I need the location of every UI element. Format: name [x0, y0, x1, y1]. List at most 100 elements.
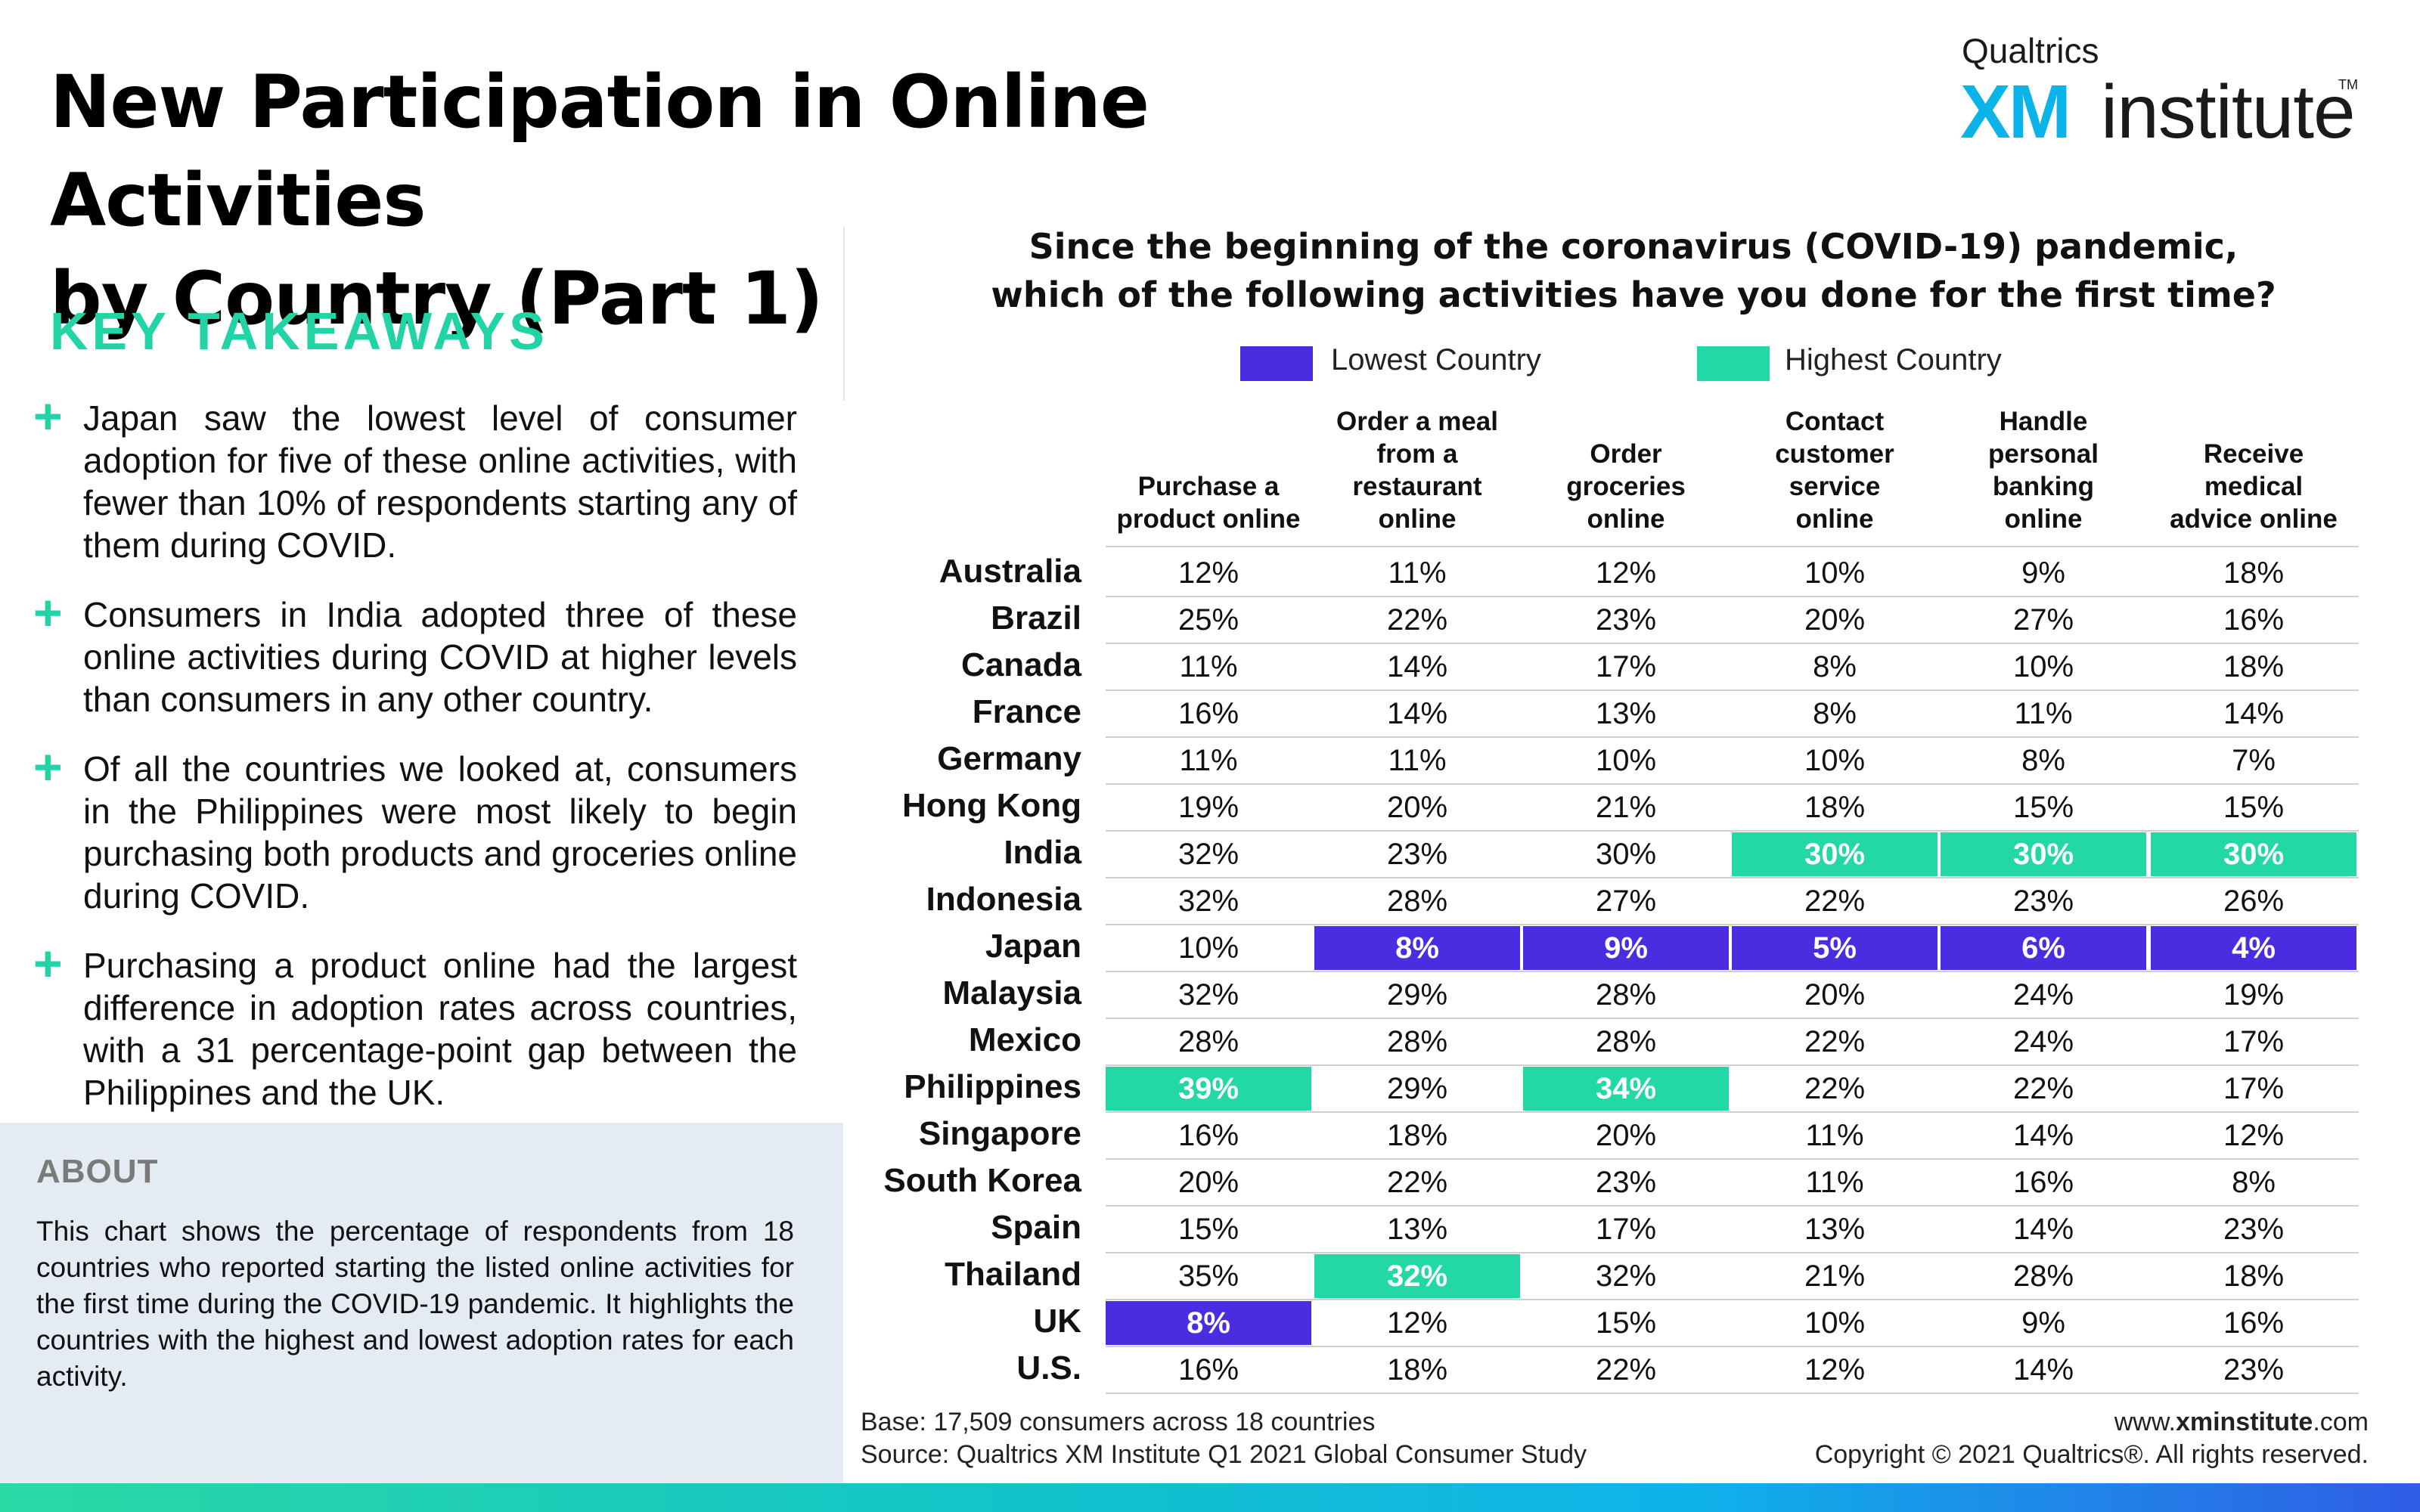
takeaway-item: + Purchasing a product online had the la…: [33, 937, 797, 1114]
takeaway-text: Consumers in India adopted three of thes…: [83, 595, 797, 719]
plus-icon: +: [33, 935, 63, 991]
logo-trademark: TM: [2338, 77, 2358, 92]
table-cell-highest: 30%: [1732, 832, 1938, 876]
bottom-gradient-bar: [0, 1483, 2420, 1512]
column-header: Purchase a product online: [1104, 407, 1313, 535]
table-cell: 16%: [1177, 697, 1239, 730]
table-cell: 19%: [2223, 978, 2285, 1012]
table-cell: 11%: [1388, 744, 1447, 777]
table-cell: 20%: [1386, 791, 1448, 824]
table-cell-lowest: 4%: [2151, 926, 2356, 970]
column-header-line: groceries: [1566, 472, 1686, 501]
table-cell: 18%: [2223, 1259, 2285, 1293]
table-cell: 18%: [2223, 556, 2285, 590]
row-country-label: Australia: [939, 553, 1081, 590]
table-cell: 16%: [2223, 1306, 2285, 1340]
table-cell: 9%: [2021, 1306, 2065, 1340]
table-cell: 19%: [1177, 791, 1239, 824]
about-heading: ABOUT: [36, 1153, 159, 1190]
table-cell-lowest: 9%: [1523, 926, 1729, 970]
xm-institute-logo: Qualtrics XM institute TM: [1934, 30, 2358, 150]
column-header-line: product online: [1116, 504, 1301, 534]
table-cell: 23%: [1595, 1166, 1657, 1199]
table-cell: 20%: [1177, 1166, 1239, 1199]
table-cell-highest: 30%: [2151, 832, 2356, 876]
table-cell: 32%: [1177, 838, 1239, 871]
column-header-line: online: [1587, 504, 1665, 534]
footer-copyright: Copyright © 2021 Qualtrics®. All rights …: [1814, 1440, 2369, 1469]
table-cell: 30%: [1595, 838, 1657, 871]
column-header: Contact customer service online: [1730, 407, 1939, 535]
about-body: This chart shows the percentage of respo…: [36, 1216, 794, 1392]
table-cell: 10%: [1177, 931, 1239, 965]
table-cell: 29%: [1386, 1072, 1448, 1105]
column-header-line: online: [1795, 504, 1874, 534]
table-cell: 28%: [1386, 1025, 1448, 1058]
page-title-line1: New Participation in Online Activities: [50, 60, 1150, 243]
table-cell: 14%: [1386, 650, 1448, 683]
row-country-label: Brazil: [991, 600, 1081, 637]
row-divider: [1106, 596, 2359, 597]
footer-url-prefix: www.: [2114, 1408, 2176, 1436]
legend-label-lowest: Lowest Country: [1331, 343, 1541, 376]
about-panel: ABOUT This chart shows the percentage of…: [0, 1123, 843, 1483]
table-cell: 15%: [1177, 1213, 1239, 1246]
row-divider: [1106, 643, 2359, 644]
table-cell-lowest: 5%: [1732, 926, 1938, 970]
row-divider: [1106, 830, 2359, 832]
column-header-line: from a: [1376, 439, 1458, 469]
table-cell: 24%: [2012, 1025, 2074, 1058]
table-cell: 13%: [1595, 697, 1657, 730]
table-cell: 18%: [1804, 791, 1866, 824]
column-header-line: personal: [1988, 439, 2099, 469]
table-cell: 23%: [1595, 603, 1657, 637]
column-header-line: Contact: [1785, 407, 1885, 436]
table-cell: 32%: [1595, 1259, 1657, 1293]
table-cell: 22%: [1804, 885, 1866, 918]
column-header-line: advice online: [2170, 504, 2338, 534]
row-divider: [1106, 1299, 2359, 1300]
column-header-line: online: [2004, 504, 2083, 534]
table-cell-lowest: 6%: [1941, 926, 2146, 970]
takeaway-item: + Japan saw the lowest level of consumer…: [33, 389, 797, 566]
column-header: Handle personal banking online: [1939, 407, 2148, 535]
row-divider: [1106, 1205, 2359, 1207]
table-cell: 14%: [2012, 1213, 2074, 1246]
table-cell: 7%: [2232, 744, 2276, 777]
row-country-label: Philippines: [904, 1068, 1081, 1105]
row-divider: [1106, 924, 2359, 925]
table-cell: 12%: [1386, 1306, 1448, 1340]
table-cell: 22%: [1804, 1072, 1866, 1105]
row-country-label: Indonesia: [926, 881, 1081, 918]
plus-icon: +: [33, 388, 63, 444]
table-cell: 27%: [2012, 603, 2074, 637]
table-cell: 22%: [1386, 603, 1448, 637]
table-cell: 28%: [2012, 1259, 2074, 1293]
footer-left: Base: 17,509 consumers across 18 countri…: [861, 1406, 1587, 1471]
table-cell: 13%: [1386, 1213, 1448, 1246]
table-cell: 10%: [1595, 744, 1657, 777]
table-cell-lowest: 8%: [1106, 1301, 1311, 1345]
row-divider: [1106, 1346, 2359, 1347]
table-cell: 11%: [1179, 744, 1238, 777]
row-country-label: Japan: [985, 928, 1081, 965]
column-header-line: banking: [1992, 472, 2095, 501]
table-cell: 16%: [1177, 1119, 1239, 1152]
table-cell: 11%: [2014, 697, 2073, 730]
table-cell: 16%: [1177, 1353, 1239, 1387]
table-cell: 8%: [1813, 697, 1857, 730]
table-cell-highest: 30%: [1941, 832, 2146, 876]
table-cell: 12%: [2223, 1119, 2285, 1152]
column-header: Order groceries online: [1522, 407, 1730, 535]
row-country-label: Spain: [991, 1209, 1081, 1246]
table-cell: 9%: [2021, 556, 2065, 590]
footer-url-suffix: .com: [2313, 1408, 2369, 1436]
footer-url[interactable]: www.xminstitute.com: [1815, 1406, 2369, 1439]
footer-source: Source: Qualtrics XM Institute Q1 2021 G…: [861, 1440, 1587, 1469]
column-header-line: online: [1378, 504, 1457, 534]
header-divider: [1106, 546, 2359, 547]
table-cell: 21%: [1804, 1259, 1866, 1293]
row-divider: [1106, 1111, 2359, 1113]
table-cell: 20%: [1595, 1119, 1657, 1152]
takeaway-item: + Consumers in India adopted three of th…: [33, 586, 797, 720]
